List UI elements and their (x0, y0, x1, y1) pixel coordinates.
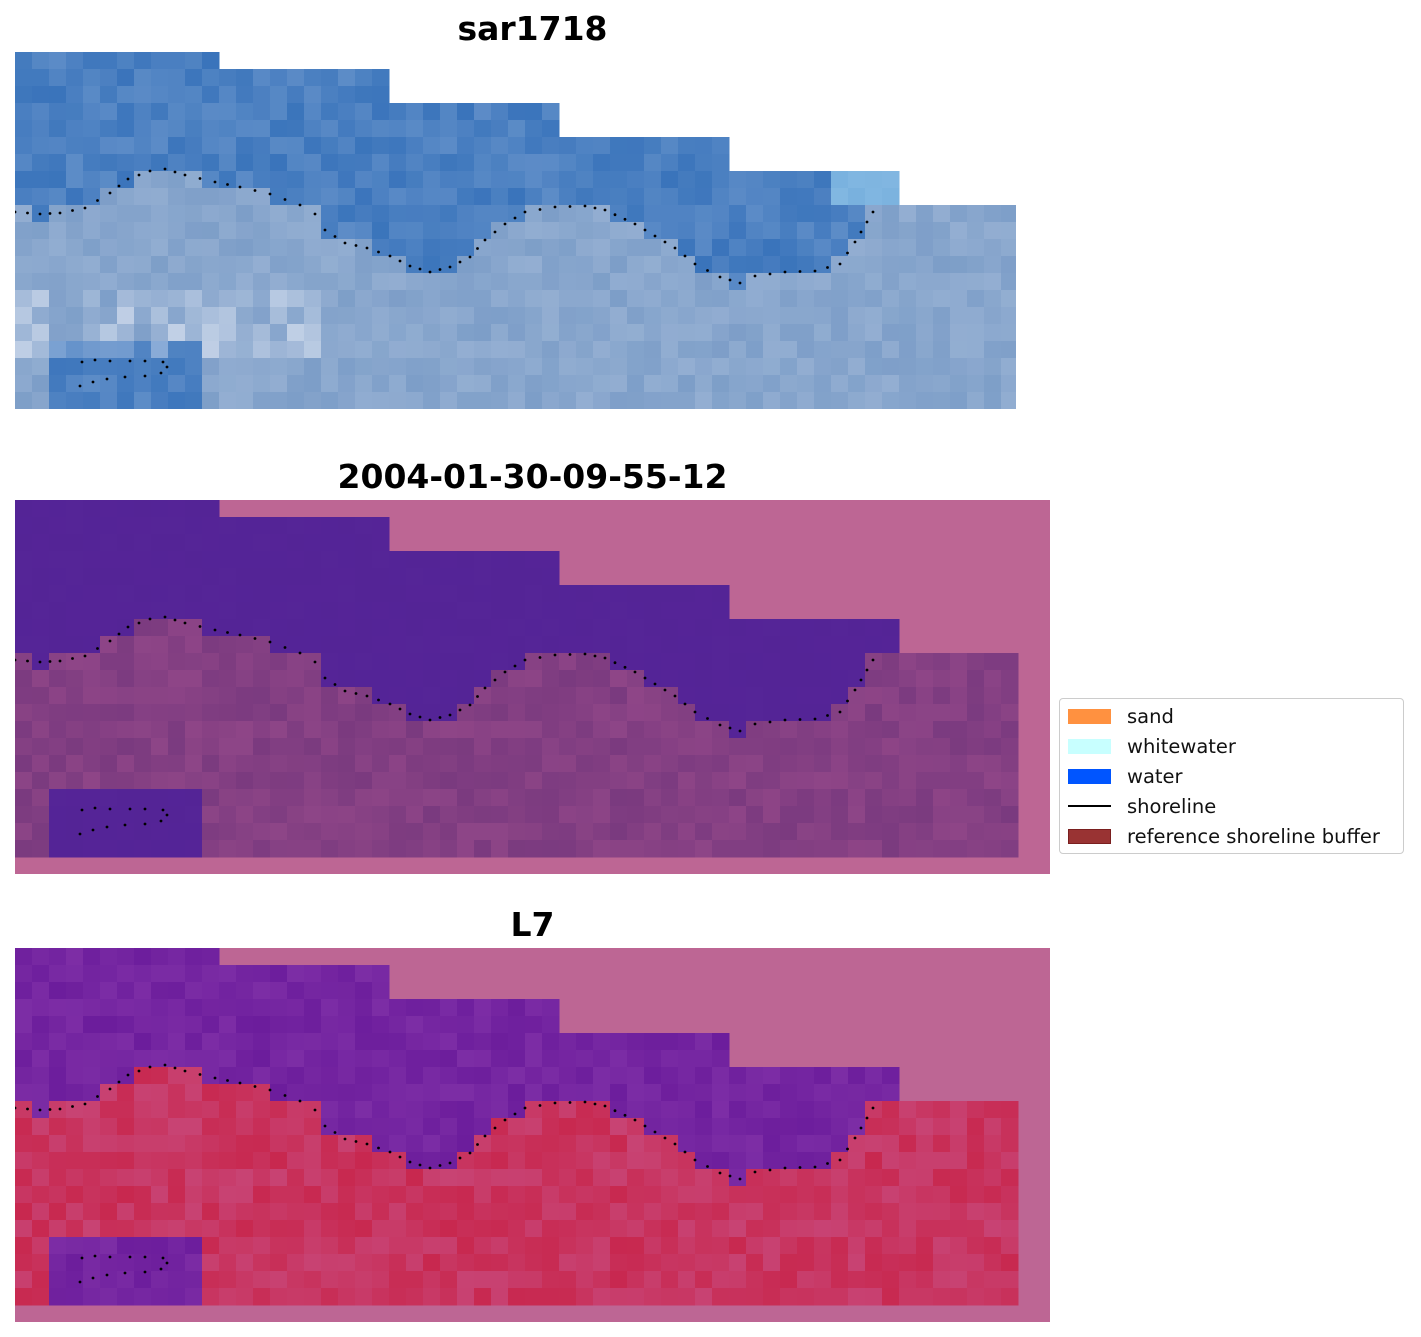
raster-pixels (15, 52, 1016, 409)
shoreline-dots (15, 167, 875, 388)
water-swatch (1068, 768, 1111, 784)
legend-item-whitewater: whitewater (1068, 734, 1236, 758)
shoreline-dots (15, 1063, 875, 1284)
index-image-panel (15, 948, 1050, 1322)
legend-label-water: water (1127, 764, 1183, 788)
shoreline-dots (15, 615, 875, 836)
raster-pixels (15, 948, 1019, 1306)
legend-label-buffer: reference shoreline buffer (1127, 824, 1380, 848)
legend-item-sand: sand (1068, 704, 1174, 728)
panel-title-rgb: sar1718 (457, 9, 608, 48)
raster-pixels (15, 500, 1019, 858)
buffer-swatch (1068, 828, 1111, 844)
panel-title-index: L7 (510, 905, 555, 944)
legend-label-whitewater: whitewater (1127, 734, 1236, 758)
legend-label-shoreline: shoreline (1127, 794, 1217, 818)
rgb-image-panel (15, 52, 1016, 409)
panel-title-classification: 2004-01-30-09-55-12 (337, 457, 728, 496)
whitewater-swatch (1068, 738, 1111, 754)
classification-image-panel (15, 500, 1050, 874)
shoreline-line-swatch (1068, 805, 1111, 807)
sand-swatch (1068, 708, 1111, 724)
legend: sand whitewater water shoreline referenc… (1059, 698, 1404, 854)
legend-item-buffer: reference shoreline buffer (1068, 824, 1380, 848)
legend-label-sand: sand (1127, 704, 1174, 728)
legend-item-shoreline: shoreline (1068, 794, 1216, 818)
legend-item-water: water (1068, 764, 1183, 788)
